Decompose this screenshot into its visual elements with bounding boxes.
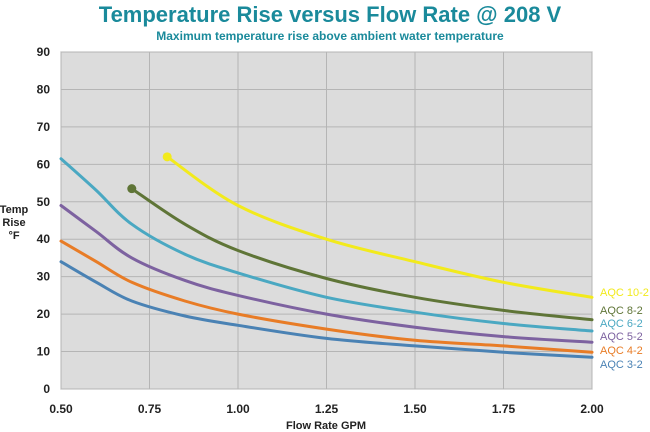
x-tick-label: 1.00 [226,402,250,416]
y-tick-label: 10 [37,345,51,359]
series-line-aqc-8-2 [130,187,594,322]
series-line-aqc-4-2 [59,239,594,354]
x-tick-label: 1.25 [315,402,339,416]
y-axis-ticks: 0 10 20 30 40 50 60 70 80 90 [37,45,51,396]
x-tick-label: 0.75 [138,402,162,416]
legend-label: AQC 3-2 [600,359,643,371]
x-tick-label: 2.00 [580,402,604,416]
legend-label: AQC 5-2 [600,331,643,343]
chart-title: Temperature Rise versus Flow Rate @ 208 … [99,2,562,27]
y-tick-label: 30 [37,270,51,284]
series-line-aqc-10-2 [165,155,594,299]
y-tick-label: 40 [37,232,51,246]
series-lines [59,152,594,359]
x-axis-label: Flow Rate GPM [286,420,366,432]
y-tick-label: 0 [43,382,50,396]
y-tick-label: 50 [37,195,51,209]
y-tick-label: 60 [37,157,51,171]
legend-label: AQC 10-2 [600,287,649,299]
series-marker-aqc-10-2 [162,152,172,162]
x-tick-label: 1.50 [403,402,427,416]
legend-label: AQC 6-2 [600,318,643,330]
y-tick-label: 20 [37,307,51,321]
y-tick-label: 90 [37,45,51,59]
y-axis-label-line-3: °F [8,230,19,242]
x-tick-label: 0.50 [49,402,73,416]
y-axis-label-line-1: Temp [0,204,29,216]
series-line-aqc-6-2 [59,157,594,333]
y-axis-label-line-2: Rise [2,217,25,229]
series-line-aqc-5-2 [59,204,594,344]
series-line-aqc-3-2 [59,260,594,359]
legend-label: AQC 8-2 [600,305,643,317]
series-marker-aqc-8-2 [127,184,137,194]
chart-subtitle: Maximum temperature rise above ambient w… [156,29,504,43]
legend-label: AQC 4-2 [600,345,643,357]
y-tick-label: 80 [37,82,51,96]
x-tick-label: 1.75 [492,402,516,416]
x-axis-ticks: 0.50 0.75 1.00 1.25 1.50 1.75 2.00 [49,402,604,416]
y-tick-label: 70 [37,120,51,134]
